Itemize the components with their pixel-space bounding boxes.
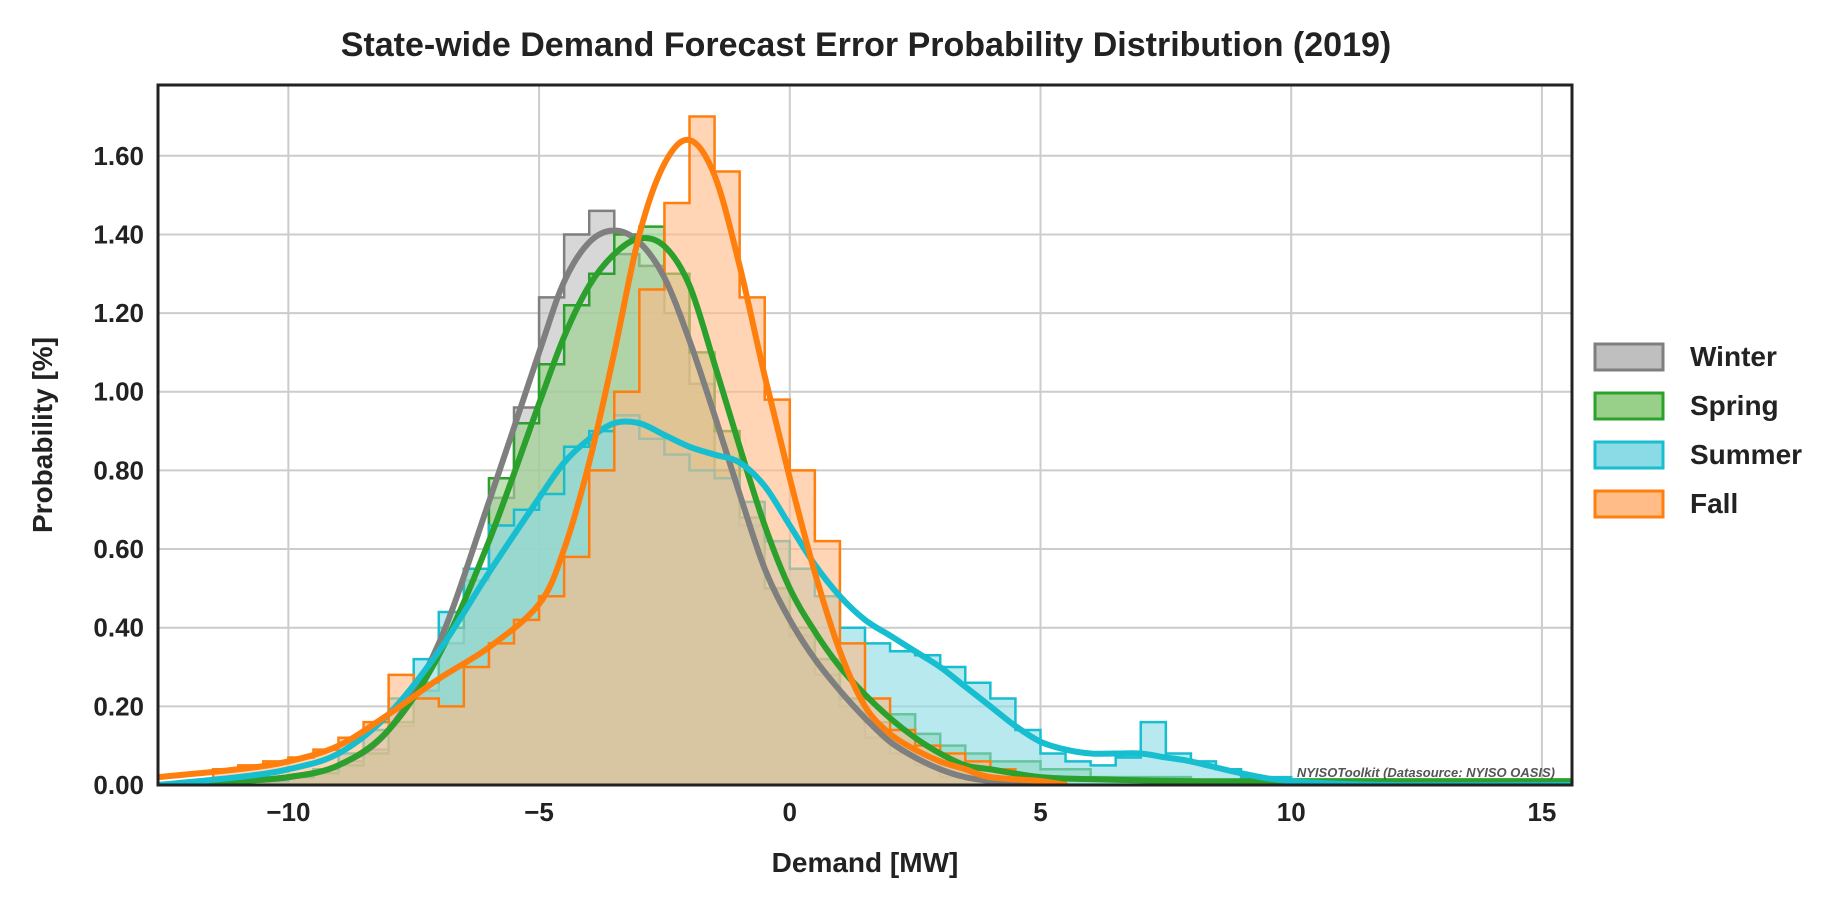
y-tick-label: 0.20 (93, 691, 144, 721)
histograms (158, 115, 1572, 785)
y-axis-label: Probability [%] (27, 337, 58, 533)
legend-label-spring: Spring (1690, 390, 1779, 421)
y-tick-label: 1.60 (93, 141, 144, 171)
x-tick-label: 15 (1527, 797, 1556, 827)
y-tick-label: 1.40 (93, 219, 144, 249)
y-tick-label: 1.00 (93, 377, 144, 407)
kde-line-summer (158, 418, 1572, 785)
plot-frame (156, 83, 1574, 787)
y-tick-label: 0.40 (93, 613, 144, 643)
legend-label-fall: Fall (1690, 488, 1738, 519)
y-tick-labels: 0.00 0.20 0.40 0.60 0.80 1.00 1.20 1.40 1.60 (93, 141, 144, 800)
legend-swatch-fall (1593, 489, 1665, 519)
x-axis-label: Demand [MW] (772, 847, 959, 878)
kde-curves (158, 136, 1572, 785)
y-tick-label: 1.20 (93, 298, 144, 328)
x-tick-label: 10 (1277, 797, 1306, 827)
watermark-text: NYISOToolkit (Datasource: NYISO OASIS) (1297, 765, 1555, 780)
chart-title: State-wide Demand Forecast Error Probabi… (341, 26, 1391, 64)
x-tick-labels: −10 −5 0 5 10 15 (266, 797, 1556, 827)
legend-swatch-spring (1593, 391, 1665, 421)
legend-swatch-summer (1593, 440, 1665, 470)
y-tick-label: 0.60 (93, 534, 144, 564)
y-tick-label: 0.00 (93, 770, 144, 800)
x-tick-label: 5 (1033, 797, 1047, 827)
legend-swatch-winter (1593, 342, 1665, 372)
kde-line-fall (158, 136, 1069, 785)
histogram-fall (158, 115, 1572, 785)
grid-lines (158, 85, 1572, 786)
x-tick-label: −5 (524, 797, 554, 827)
legend: Winter Spring Summer Fall (1593, 341, 1802, 519)
y-tick-label: 0.80 (93, 455, 144, 485)
legend-label-summer: Summer (1690, 439, 1802, 470)
x-tick-label: 0 (783, 797, 797, 827)
x-tick-label: −10 (266, 797, 310, 827)
legend-label-winter: Winter (1690, 341, 1777, 372)
